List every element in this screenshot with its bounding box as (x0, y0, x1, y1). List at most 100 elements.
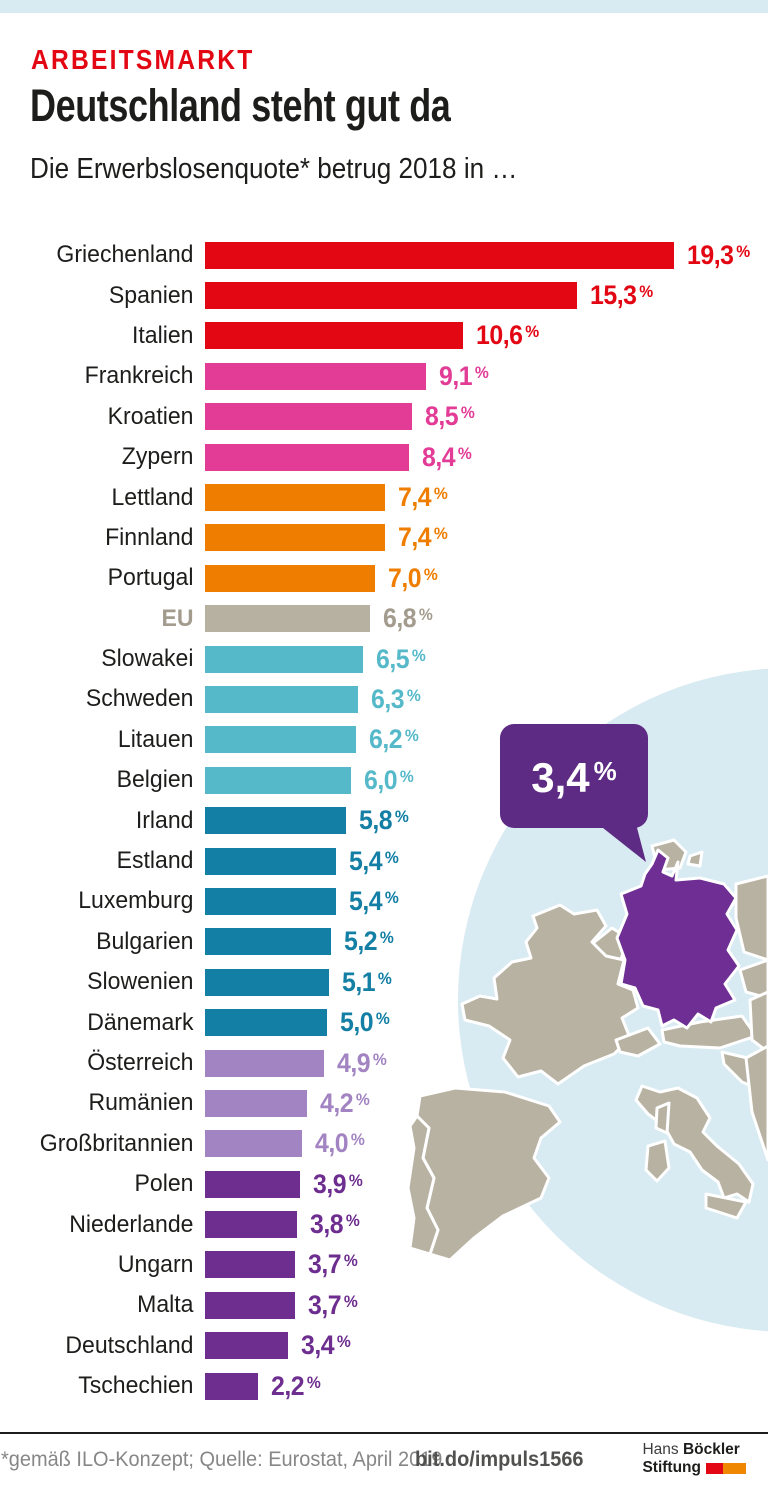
bar-row: Italien 10,6% (0, 316, 768, 356)
bar-row: Litauen 6,2% (0, 720, 768, 760)
value-label: 4,0% (315, 1128, 365, 1159)
percent-sign: % (343, 1251, 358, 1271)
bar-row: Polen 3,9% (0, 1164, 768, 1204)
bar (205, 1372, 259, 1400)
bar (205, 807, 346, 835)
bar-row: Malta 3,7% (0, 1285, 768, 1325)
country-label: Niederlande (69, 1210, 194, 1238)
bar (205, 1332, 288, 1360)
bar (205, 726, 356, 754)
bar-row: Slowakei 6,5% (0, 639, 768, 679)
value-label: 5,2% (344, 926, 394, 957)
bar-row: Ungarn 3,7% (0, 1245, 768, 1285)
bar-row: Griechenland 19,3% (0, 235, 768, 275)
hans-boeckler-logo: Hans Böckler Stiftung (642, 1441, 746, 1477)
value-label: 6,2% (368, 724, 419, 755)
bar-row: Finnland 7,4% (0, 518, 768, 558)
percent-sign: % (433, 484, 448, 504)
country-label: Spanien (108, 281, 194, 309)
percent-sign: % (404, 726, 419, 746)
bar-row: Großbritannien 4,0% (0, 1124, 768, 1164)
percent-sign: % (307, 1372, 321, 1392)
country-label: Luxemburg (78, 887, 194, 915)
bar-row: Rumänien 4,2% (0, 1083, 768, 1123)
percent-sign: % (399, 766, 414, 786)
bar-row: Belgien 6,0% (0, 760, 768, 800)
country-label: Estland (116, 847, 194, 875)
bar-row: Deutschland 3,4% (0, 1326, 768, 1366)
short-link[interactable]: bit.do/impuls1566 (415, 1448, 584, 1471)
value-label: 8,4% (422, 441, 472, 472)
country-label: Zypern (121, 443, 194, 471)
bar (205, 847, 337, 875)
country-label: Litauen (117, 725, 194, 753)
country-label: Kroatien (107, 402, 194, 430)
percent-sign: % (424, 564, 438, 584)
value-label: 9,1% (439, 360, 489, 391)
value-label: 6,5% (375, 643, 426, 674)
percent-sign: % (458, 443, 472, 463)
percent-sign: % (419, 605, 433, 625)
value-label: 5,4% (349, 845, 399, 876)
bar (205, 766, 351, 794)
percent-sign: % (407, 685, 421, 705)
bar (205, 1251, 295, 1279)
percent-sign: % (460, 403, 474, 423)
bar-row: Österreich 4,9% (0, 1043, 768, 1083)
bar-row: Kroatien 8,5% (0, 397, 768, 437)
bar-row: EU 6,8% (0, 599, 768, 639)
bar (205, 928, 332, 956)
country-label: Finnland (105, 523, 194, 551)
bar (205, 1170, 300, 1198)
value-label: 5,0% (339, 1007, 390, 1038)
value-label: 4,2% (320, 1087, 370, 1118)
top-accent-bar (0, 0, 768, 13)
country-label: Polen (134, 1170, 194, 1198)
bar-row: Schweden 6,3% (0, 679, 768, 719)
kicker: ARBEITSMARKT (31, 44, 255, 75)
bar-row: Niederlande 3,8% (0, 1204, 768, 1244)
bar-row: Irland 5,8% (0, 800, 768, 840)
value-label: 7,4% (397, 522, 448, 553)
bar (205, 887, 337, 915)
value-label: 7,0% (388, 562, 438, 593)
value-label: 4,9% (337, 1047, 387, 1078)
value-label: 15,3% (589, 280, 653, 311)
chart-subtitle: Die Erwerbslosenquote* betrug 2018 in … (30, 153, 518, 185)
country-label: Irland (135, 806, 194, 834)
country-label: Dänemark (87, 1008, 194, 1036)
value-label: 6,3% (371, 683, 421, 714)
bar (205, 362, 427, 390)
percent-sign: % (355, 1089, 370, 1109)
percent-sign: % (380, 928, 394, 948)
country-label: Slowakei (101, 645, 194, 673)
country-label: Portugal (107, 564, 194, 592)
value-label: 3,9% (312, 1168, 363, 1199)
bar-row: Slowenien 5,1% (0, 962, 768, 1002)
percent-sign: % (375, 1009, 389, 1029)
percent-sign: % (385, 847, 399, 867)
bar (205, 1130, 303, 1158)
map-germany-shape (615, 848, 741, 1030)
percent-sign: % (343, 1291, 358, 1311)
bar (205, 564, 376, 592)
value-label: 3,7% (307, 1249, 358, 1280)
bar (205, 1291, 295, 1319)
bar-row: Zypern 8,4% (0, 437, 768, 477)
value-label: 5,1% (341, 966, 392, 997)
bar (205, 1049, 325, 1077)
footer-divider (0, 1432, 768, 1434)
bar-row: Bulgarien 5,2% (0, 922, 768, 962)
country-label: Tschechien (78, 1372, 194, 1400)
percent-sign: % (524, 322, 539, 342)
value-label: 3,4% (300, 1330, 351, 1361)
percent-sign: % (475, 362, 489, 382)
bar-chart: Griechenland 19,3% Spanien 15,3% Italien 10,6… (0, 235, 768, 1406)
bar-row: Dänemark 5,0% (0, 1002, 768, 1042)
country-label: Schweden (85, 685, 194, 713)
country-label: Italien (131, 321, 194, 349)
value-label: 3,7% (307, 1289, 358, 1320)
page-title: Deutschland steht gut da (30, 80, 451, 131)
country-label: Slowenien (87, 968, 194, 996)
bar-row: Spanien 15,3% (0, 275, 768, 315)
